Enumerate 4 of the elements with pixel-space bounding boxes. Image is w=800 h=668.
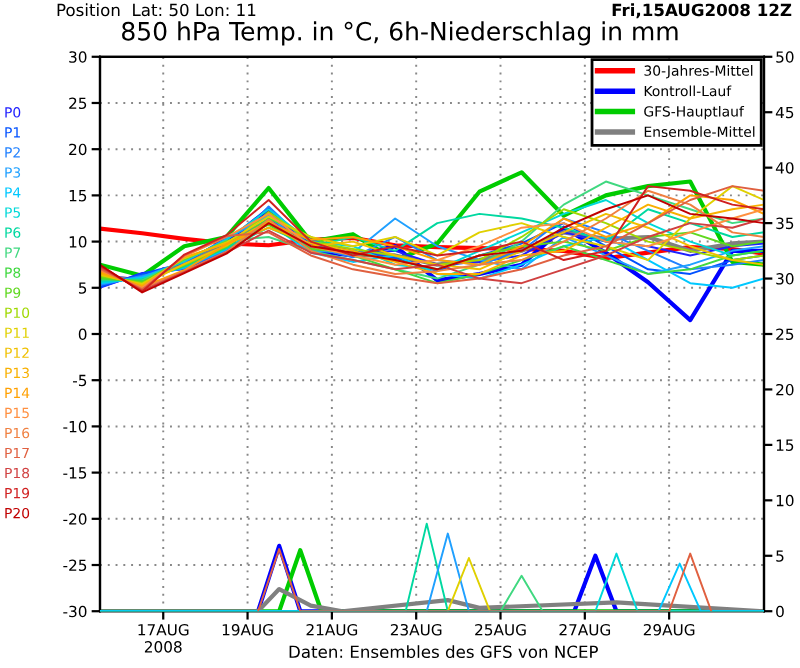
text: Daten: Ensembles des GFS von NCEP: [289, 645, 598, 659]
text: Fri,15AUG2008 12Z: [612, 3, 792, 19]
text: Position Lat: 50 Lon: 11: [57, 3, 256, 17]
chart-title: 850 hPa Temp. in °C, 6h-Niederschlag in mm: [122, 21, 678, 46]
